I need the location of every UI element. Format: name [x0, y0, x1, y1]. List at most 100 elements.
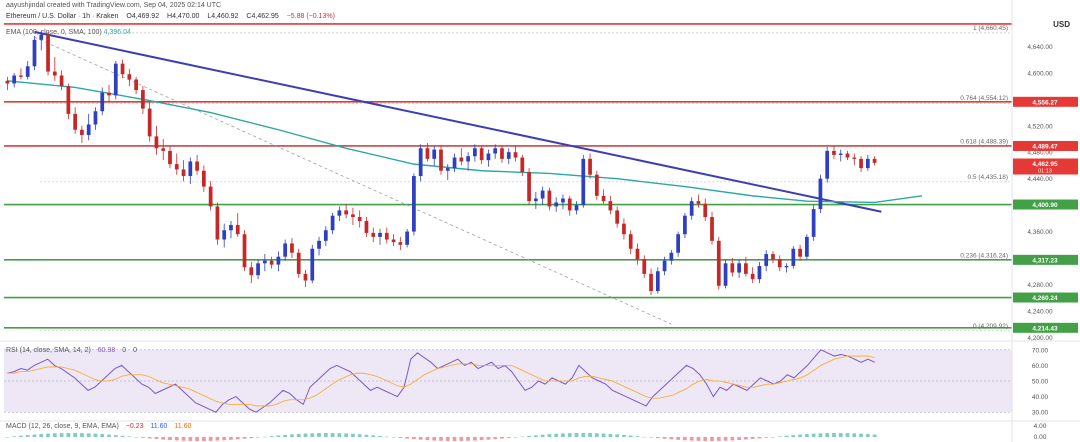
macd-histogram-bar	[242, 437, 247, 439]
candle-down	[615, 206, 620, 228]
macd-histogram-bar	[804, 434, 809, 437]
candle-up	[764, 250, 769, 272]
candle-down	[777, 255, 782, 272]
rsi-panel: 70.00 60.00 50.00 40.00 30.00	[7, 347, 1049, 417]
candle-body	[262, 260, 267, 264]
macd-histogram-bar	[73, 433, 78, 437]
price-label-box	[1013, 158, 1078, 175]
candle-up	[473, 144, 477, 162]
macd-histogram-bar	[574, 433, 579, 437]
candle-body	[100, 92, 105, 112]
macd-histogram-bar	[391, 437, 396, 438]
candle-down	[235, 213, 240, 237]
candle-body	[235, 224, 240, 235]
candle-body	[141, 90, 145, 109]
trend-lines	[34, 30, 882, 325]
candle-body	[357, 217, 362, 221]
candle-down	[635, 243, 640, 265]
macd-histogram-bar	[174, 437, 179, 441]
candle-body	[710, 217, 714, 241]
currency-label: USD	[1053, 20, 1070, 29]
macd-histogram-bar	[628, 435, 633, 437]
macd-histogram-bar	[154, 437, 159, 440]
macd-histogram-bar	[445, 437, 450, 441]
candle-down	[771, 251, 775, 264]
candle-down	[174, 153, 179, 175]
rsi-tick-label: 40.00	[1032, 394, 1049, 401]
candle-body	[147, 108, 152, 137]
rsi-tick-label: 70.00	[1032, 347, 1049, 354]
macd-histogram-bar	[256, 437, 260, 438]
macd-histogram-bar	[46, 433, 50, 437]
macd-tick-label: 4.00	[1034, 423, 1047, 430]
macd-histogram-bar	[594, 433, 599, 437]
macd-histogram-bar	[506, 437, 511, 438]
candle-down	[703, 198, 708, 221]
ohlc-legend: Ethereum / U.S. Dollar · 1h · Kraken O4,…	[6, 13, 341, 20]
candle-body	[520, 157, 525, 173]
candle-down	[872, 156, 877, 166]
candle-body	[771, 254, 775, 260]
candle-up	[493, 144, 498, 159]
candle-body	[208, 186, 213, 207]
candle-body	[493, 148, 498, 154]
candle-down	[710, 211, 714, 245]
open-value: O4,469.92	[126, 13, 160, 20]
macd-histogram-bar	[581, 433, 586, 437]
macd-histogram-bar	[351, 433, 355, 437]
macd-histogram-bar	[127, 436, 132, 437]
macd-histogram-bar	[466, 437, 470, 441]
candle-up	[818, 174, 823, 214]
macd-histogram-bar	[723, 437, 728, 441]
candle-up	[317, 236, 321, 256]
fib-level-label: 0.236 (4,316.24)	[960, 253, 1008, 260]
macd-histogram-bar	[473, 437, 477, 441]
candle-up	[93, 107, 98, 130]
candle-body	[459, 157, 464, 162]
candle-body	[317, 240, 321, 249]
price-label-text: 4,260.24	[1032, 295, 1058, 302]
macd-histogram-bar	[412, 437, 416, 440]
candle-down	[628, 230, 633, 255]
candle-body	[168, 150, 172, 165]
macd-signal-value: 11.60	[174, 423, 192, 430]
candle-body	[364, 220, 369, 233]
candle-body	[513, 152, 518, 158]
macd-histogram-bar	[757, 437, 762, 439]
candle-body	[554, 202, 559, 207]
macd-histogram-bar	[744, 437, 748, 440]
ema-legend[interactable]: EMA (100, close, 0, SMA, 100) 4,396.04	[6, 29, 131, 36]
macd-histogram-bar	[777, 436, 782, 437]
candle-down	[269, 256, 274, 269]
candle-up	[32, 35, 37, 71]
macd-histogram-bar	[66, 433, 71, 437]
macd-histogram-bar	[168, 437, 172, 441]
candle-down	[154, 125, 159, 155]
candle-down	[59, 70, 64, 91]
candle-body	[303, 273, 308, 281]
macd-histogram-bar	[683, 437, 687, 441]
macd-histogram-bar	[561, 433, 565, 437]
macd-histogram-bar	[310, 433, 315, 437]
candle-up	[865, 154, 870, 171]
y-tick-label: 4,240.00	[1027, 308, 1053, 315]
candle-up	[113, 60, 118, 100]
candle-down	[520, 154, 525, 177]
candle-body	[59, 75, 64, 87]
macd-histogram-bar	[323, 433, 328, 437]
y-tick-label: 4,200.00	[1027, 335, 1053, 342]
candle-body	[527, 172, 531, 202]
candle-body	[19, 75, 23, 77]
candle-body	[777, 259, 782, 268]
candle-body	[113, 63, 118, 96]
symbol-label[interactable]: Ethereum / U.S. Dollar · 1h · Kraken	[6, 13, 119, 20]
candle-body	[222, 230, 227, 240]
macd-histogram-bar	[798, 434, 802, 437]
macd-histogram-bar	[479, 437, 484, 441]
candle-down	[364, 217, 369, 237]
rsi-legend[interactable]: RSI (14, close, SMA, 14, 2) 60.98 0 0	[6, 347, 142, 354]
macd-legend[interactable]: MACD (12, 26, close, 9, EMA, EMA) −0.23 …	[6, 423, 196, 430]
y-tick-label: 4,640.00	[1027, 44, 1053, 51]
candle-body	[811, 209, 816, 237]
